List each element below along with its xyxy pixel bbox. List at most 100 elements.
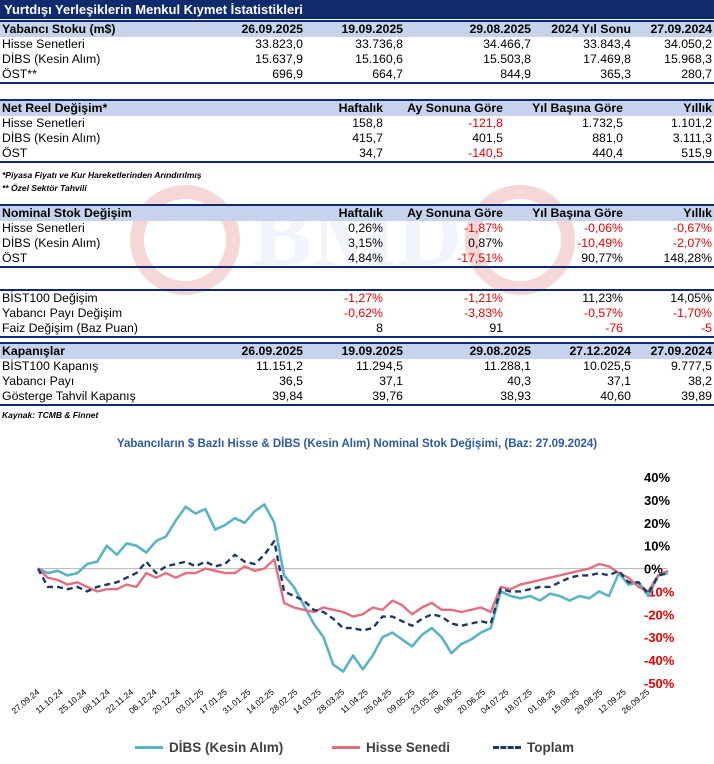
- legend-label-toplam: Toplam: [527, 740, 574, 755]
- stock-header: Yabancı Stoku (m$) 26.09.2025 19.09.2025 29…: [0, 20, 714, 37]
- table-row: DİBS (Kesin Alım) 15.637,9 15.160,6 15.503,…: [0, 52, 714, 67]
- table-cell: 15.160,6: [355, 52, 403, 66]
- table-cell: -3,83%: [464, 306, 503, 320]
- table-cell: 0,26%: [348, 221, 383, 235]
- table-row: ÖST 34,7 -140,5 440,4 515,9: [0, 146, 714, 163]
- table-row: Yabancı Payı 36,5 37,1 40,3 37,1 38,2: [0, 374, 714, 389]
- table-cell: 14,05%: [625, 289, 714, 306]
- table-cell: 0,87%: [468, 236, 503, 250]
- column-header: Yabancı Stoku (m$): [0, 20, 195, 37]
- table-row: Faiz Değişim (Baz Puan) 8 91 -76 -5: [0, 321, 714, 338]
- note-real: *Piyasa Fiyatı ve Kur Hareketlerinden Ar…: [2, 170, 202, 180]
- table-cell: 33.736,8: [355, 37, 403, 51]
- nominal-header: Nominal Stok Değişim Haftalık Ay Sonuna Gö…: [0, 204, 714, 221]
- y-tick-label: -30%: [644, 630, 675, 645]
- table-cell: 10.025,5: [583, 359, 631, 373]
- row-label: DİBS (Kesin Alım): [2, 131, 101, 145]
- table-cell: 37,1: [607, 374, 631, 388]
- series-line-dibs: [37, 503, 669, 673]
- table-cell: 34.050,2: [664, 37, 712, 51]
- table-cell: 37,1: [379, 374, 403, 388]
- column-header: 27.09.2024: [633, 342, 714, 359]
- table-cell: 515,9: [625, 146, 714, 163]
- chart-title: Yabancıların $ Bazlı Hisse & DİBS (Kesin…: [116, 438, 598, 450]
- row-label: BİST100 Kapanış: [2, 359, 99, 373]
- table-cell: 365,3: [533, 67, 633, 84]
- table-row: Yabancı Payı Değişim -0,62% -3,83% -0,57% -1…: [0, 306, 714, 321]
- column-header: Yıl Başına Göre: [505, 99, 625, 116]
- table-cell: 33.843,4: [583, 37, 631, 51]
- stock-body: Hisse Senetleri 33.823,0 33.736,8 34.466,7 3…: [0, 37, 714, 84]
- note-ost: ** Özel Sektör Tahvili: [2, 183, 87, 193]
- table-cell: -76: [505, 321, 625, 338]
- table-cell: 11.288,1: [484, 359, 531, 373]
- table-cell: 39,84: [195, 389, 305, 406]
- table-cell: -1,21%: [385, 289, 505, 306]
- row-label: Yabancı Payı Değişim: [2, 306, 123, 320]
- legend-item-hisse: Hisse Senedi: [332, 740, 450, 755]
- table-cell: 38,2: [688, 374, 712, 388]
- column-header: 26.09.2025: [195, 20, 305, 37]
- column-header: Ay Sonuna Göre: [385, 99, 505, 116]
- table-cell: 90,77%: [505, 251, 625, 268]
- legend-item-toplam: Toplam: [493, 740, 574, 755]
- row-label: Yabancı Payı: [2, 374, 75, 388]
- column-header: 29.08.2025: [405, 342, 533, 359]
- row-label: Gösterge Tahvil Kapanış: [0, 389, 195, 406]
- table-cell: -0,62%: [344, 306, 383, 320]
- row-label: Faiz Değişim (Baz Puan): [0, 321, 195, 338]
- table-cell: 39,89: [633, 389, 714, 406]
- column-header: 27.09.2024: [633, 20, 714, 37]
- row-label: ÖST**: [0, 67, 195, 84]
- table-cell: 158,8: [352, 116, 383, 130]
- table-row: DİBS (Kesin Alım) 3,15% 0,87% -10,49% -2,07%: [0, 236, 714, 251]
- row-label: Hisse Senetleri: [2, 221, 85, 235]
- table-row: BİST100 Değişim -1,27% -1,21% 11,23% 14,05%: [0, 289, 714, 306]
- row-label: DİBS (Kesin Alım): [2, 52, 101, 66]
- y-tick-label: 30%: [644, 493, 670, 508]
- table-cell: -2,07%: [673, 236, 712, 250]
- column-header: Yıl Başına Göre: [505, 204, 625, 221]
- column-header: 19.09.2025: [305, 20, 405, 37]
- table-cell: -17,51%: [385, 251, 505, 268]
- column-header: 29.08.2025: [405, 20, 533, 37]
- row-label: ÖST: [0, 146, 195, 163]
- table-cell: -0,06%: [584, 221, 623, 235]
- table-cell: 664,7: [305, 67, 405, 84]
- table-cell: 3.111,3: [672, 131, 712, 145]
- legend-label-dibs: DİBS (Kesin Alım): [169, 740, 284, 755]
- table-cell: 40,3: [507, 374, 531, 388]
- table-cell: 148,28%: [625, 251, 714, 268]
- table-cell: 36,5: [279, 374, 303, 388]
- table-cell: 91: [385, 321, 505, 338]
- table-cell: -0,57%: [584, 306, 623, 320]
- column-header: Haftalık: [195, 204, 385, 221]
- y-tick-label: -20%: [644, 607, 675, 622]
- column-header: 19.09.2025: [305, 342, 405, 359]
- table-row: DİBS (Kesin Alım) 415,7 401,5 881,0 3.111,3: [0, 131, 714, 146]
- series-line-toplam: [36, 539, 669, 632]
- column-header: Kapanışlar: [0, 342, 195, 359]
- page-title: Yurtdışı Yerleşiklerin Menkul Kıymet İst…: [0, 0, 714, 19]
- table-cell: 33.823,0: [255, 37, 303, 51]
- table-cell: 15.637,9: [255, 52, 303, 66]
- column-header: Ay Sonuna Göre: [385, 204, 505, 221]
- row-label: Hisse Senetleri: [2, 116, 85, 130]
- row-label: Hisse Senetleri: [2, 37, 85, 51]
- table-cell: 844,9: [405, 67, 533, 84]
- column-header: Haftalık: [195, 99, 385, 116]
- y-tick-label: 40%: [644, 470, 670, 485]
- table-cell: 3,15%: [348, 236, 383, 250]
- bist-body: BİST100 Değişim -1,27% -1,21% 11,23% 14,05% Y…: [0, 289, 714, 338]
- table-cell: 15.968,3: [664, 52, 712, 66]
- table-row: ÖST** 696,9 664,7 844,9 365,3 280,7: [0, 67, 714, 84]
- stock-table: Yabancı Stoku (m$) 26.09.2025 19.09.2025 29…: [0, 20, 714, 84]
- net-real-table: Net Reel Değişim* Haftalık Ay Sonuna Göre Y…: [0, 99, 714, 163]
- legend-label-hisse: Hisse Senedi: [366, 740, 451, 755]
- table-cell: 39,76: [305, 389, 405, 406]
- table-cell: 11.294,5: [356, 359, 403, 373]
- table-cell: 401,5: [472, 131, 503, 145]
- table-cell: 38,93: [405, 389, 533, 406]
- y-tick-label: 10%: [644, 539, 670, 554]
- series-line-hisse: [37, 558, 669, 618]
